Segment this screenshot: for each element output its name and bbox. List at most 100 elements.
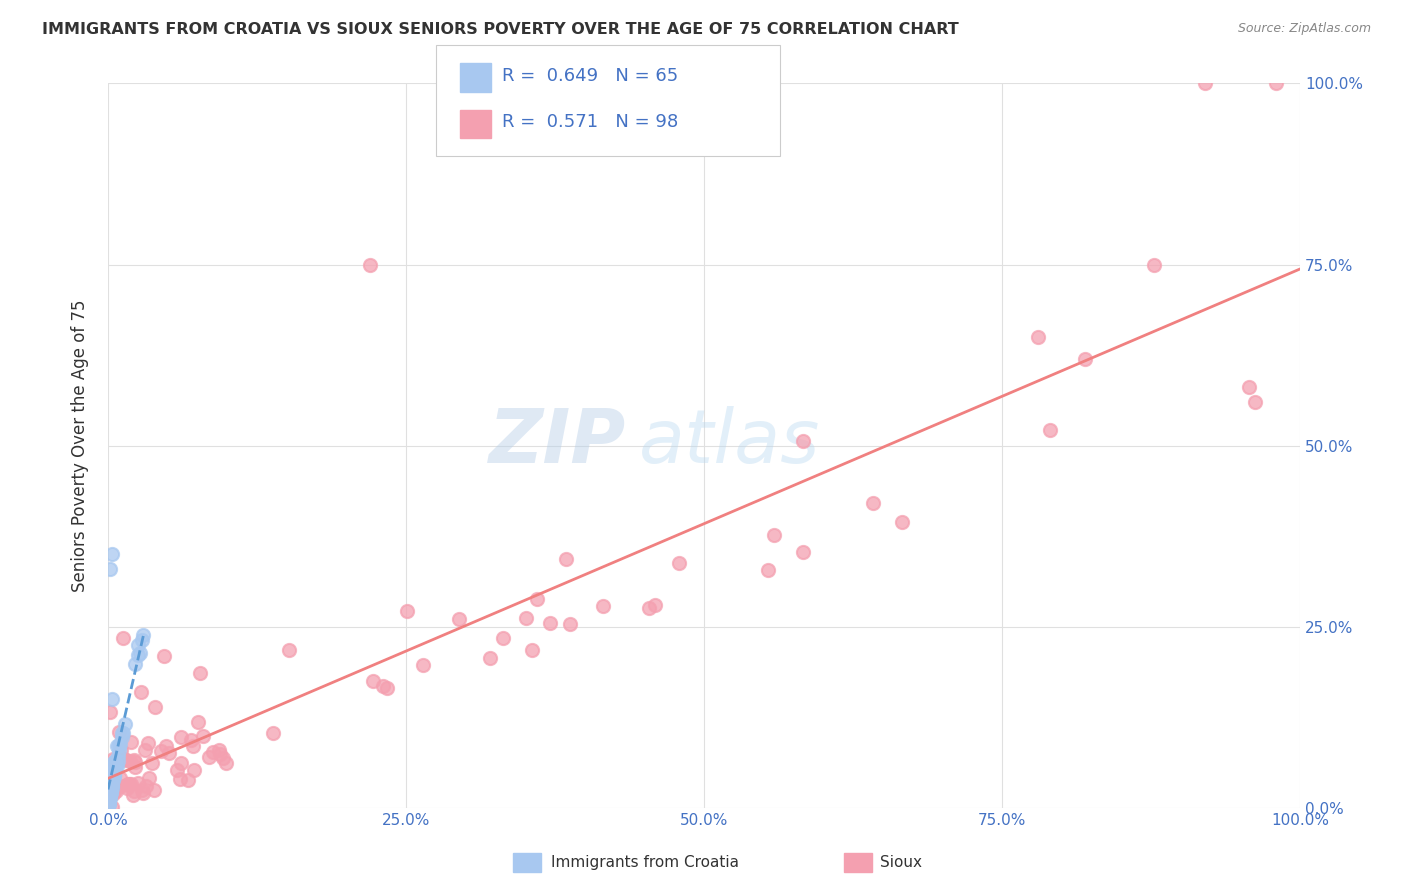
Point: [100, 692, 122, 706]
Point: [101, 769, 124, 783]
Point: [134, 742, 156, 756]
Point: [138, 771, 160, 785]
Point: [555, 552, 578, 566]
Point: [128, 646, 150, 660]
Point: [103, 783, 125, 797]
Point: [124, 784, 146, 798]
Point: [97, 797, 120, 811]
Point: [103, 765, 125, 780]
Point: [412, 658, 434, 673]
Point: [100, 780, 122, 794]
Point: [668, 556, 690, 570]
Point: [215, 756, 238, 771]
Point: [1194, 77, 1216, 91]
Point: [115, 778, 138, 792]
Point: [104, 760, 127, 774]
Point: [359, 258, 381, 272]
Point: [1039, 423, 1062, 437]
Point: [111, 726, 134, 740]
Point: [110, 771, 132, 785]
Point: [1026, 330, 1049, 344]
Point: [101, 773, 124, 788]
Text: R =  0.649   N = 65: R = 0.649 N = 65: [502, 67, 678, 85]
Point: [111, 731, 134, 745]
Point: [98, 780, 121, 795]
Point: [107, 749, 129, 764]
Point: [127, 776, 149, 790]
Point: [644, 598, 666, 612]
Point: [862, 496, 884, 510]
Point: [166, 763, 188, 777]
Point: [97, 792, 120, 806]
Point: [132, 628, 155, 642]
Point: [100, 799, 122, 814]
Point: [212, 751, 235, 765]
Point: [97, 796, 120, 810]
Point: [103, 768, 125, 782]
Point: [97, 792, 120, 806]
Point: [100, 780, 122, 794]
Point: [153, 649, 176, 664]
Point: [143, 700, 166, 714]
Point: [108, 725, 131, 739]
Point: [100, 785, 122, 799]
Point: [108, 738, 131, 752]
Y-axis label: Seniors Poverty Over the Age of 75: Seniors Poverty Over the Age of 75: [72, 300, 89, 592]
Point: [100, 789, 122, 803]
Point: [117, 777, 139, 791]
Point: [97, 793, 120, 807]
Point: [170, 730, 193, 744]
Point: [110, 742, 132, 756]
Point: [396, 604, 419, 618]
Point: [114, 753, 136, 767]
Point: [103, 768, 125, 782]
Point: [120, 734, 142, 748]
Text: Sioux: Sioux: [880, 855, 922, 870]
Point: [142, 782, 165, 797]
Point: [105, 783, 128, 797]
Point: [98, 791, 121, 805]
Point: [181, 739, 204, 753]
Point: [170, 756, 193, 770]
Point: [375, 681, 398, 695]
Point: [118, 777, 141, 791]
Text: atlas: atlas: [638, 406, 820, 478]
Point: [169, 772, 191, 786]
Point: [100, 772, 122, 786]
Point: [124, 657, 146, 672]
Point: [98, 789, 121, 803]
Point: [449, 612, 471, 626]
Point: [98, 782, 121, 797]
Point: [198, 750, 221, 764]
Point: [97, 787, 120, 801]
Point: [103, 767, 125, 781]
Point: [101, 760, 124, 774]
Point: [131, 783, 153, 797]
Point: [100, 775, 122, 789]
Point: [103, 770, 125, 784]
Point: [891, 515, 914, 529]
Point: [105, 759, 128, 773]
Point: [361, 673, 384, 688]
Text: IMMIGRANTS FROM CROATIA VS SIOUX SENIORS POVERTY OVER THE AGE OF 75 CORRELATION : IMMIGRANTS FROM CROATIA VS SIOUX SENIORS…: [42, 22, 959, 37]
Point: [638, 601, 661, 615]
Point: [136, 736, 159, 750]
Point: [103, 764, 125, 779]
Point: [101, 786, 124, 800]
Point: [191, 729, 214, 743]
Point: [278, 643, 301, 657]
Point: [1244, 395, 1267, 409]
Point: [104, 762, 127, 776]
Point: [120, 777, 142, 791]
Text: Source: ZipAtlas.com: Source: ZipAtlas.com: [1237, 22, 1371, 36]
Point: [107, 754, 129, 768]
Point: [105, 739, 128, 754]
Point: [98, 761, 121, 775]
Point: [115, 780, 138, 795]
Point: [114, 716, 136, 731]
Point: [127, 648, 149, 662]
Point: [101, 780, 124, 795]
Point: [526, 591, 548, 606]
Text: Immigrants from Croatia: Immigrants from Croatia: [551, 855, 740, 870]
Point: [97, 766, 120, 780]
